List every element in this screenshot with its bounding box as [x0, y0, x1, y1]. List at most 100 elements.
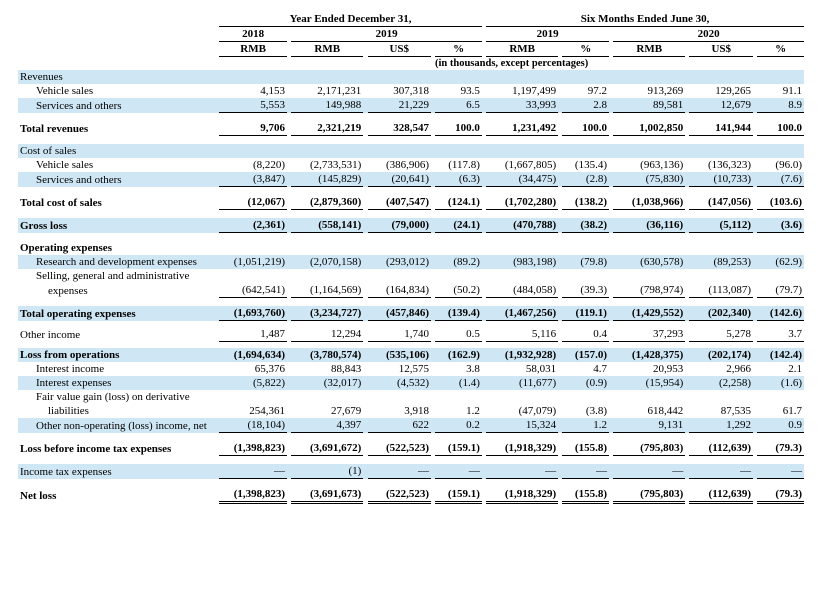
- label-services: Services and others: [18, 172, 219, 187]
- cell: 622: [368, 418, 432, 433]
- label-other-nonop: Other non-operating (loss) income, net: [18, 418, 219, 433]
- col-2018: 2018: [219, 27, 287, 42]
- cell: 0.5: [435, 327, 482, 342]
- cell: (159.1): [435, 487, 482, 503]
- cell: (89,253): [689, 255, 753, 269]
- row-spacer: [18, 136, 804, 145]
- cell: (79.3): [757, 441, 804, 456]
- row-spacer: [18, 456, 804, 465]
- header-units: RMB RMB US$ % RMB % RMB US$ %: [18, 42, 804, 57]
- row-gross-loss: Gross loss (2,361) (558,141) (79,000) (2…: [18, 218, 804, 233]
- cell: (2.8): [562, 172, 609, 187]
- cell: (1.6): [757, 376, 804, 390]
- cell: (24.1): [435, 218, 482, 233]
- row-spacer: [18, 210, 804, 219]
- cell: 2,171,231: [291, 84, 363, 98]
- unit-rmb: RMB: [613, 42, 685, 57]
- cell: 2.8: [562, 98, 609, 113]
- cell: (1,667,805): [486, 158, 558, 172]
- cell: 88,843: [291, 362, 363, 376]
- cell: (5,112): [689, 218, 753, 233]
- cell: (1,051,219): [219, 255, 287, 269]
- cell: (535,106): [368, 348, 432, 362]
- cell: (8,220): [219, 158, 287, 172]
- label-tax: Income tax expenses: [18, 464, 219, 479]
- cell: (34,475): [486, 172, 558, 187]
- label-int-exp: Interest expenses: [18, 376, 219, 390]
- cell: 328,547: [368, 121, 432, 136]
- cell: (18,104): [219, 418, 287, 433]
- cell: 4.7: [562, 362, 609, 376]
- cell: (202,340): [689, 306, 753, 321]
- cell: 12,575: [368, 362, 432, 376]
- cell: 5,116: [486, 327, 558, 342]
- cell: (470,788): [486, 218, 558, 233]
- cell: 8.9: [757, 98, 804, 113]
- label-fv: Fair value gain (loss) on derivative: [18, 390, 219, 404]
- header-caption: (in thousands, except percentages): [219, 57, 804, 71]
- unit-rmb: RMB: [291, 42, 363, 57]
- label-int-income: Interest income: [18, 362, 219, 376]
- cell: 618,442: [613, 404, 685, 418]
- cell: (3.8): [562, 404, 609, 418]
- cell: 2.1: [757, 362, 804, 376]
- row-net-loss: Net loss (1,398,823) (3,691,673) (522,52…: [18, 487, 804, 503]
- cell: (11,677): [486, 376, 558, 390]
- cell: (1,702,280): [486, 195, 558, 210]
- cell: 97.2: [562, 84, 609, 98]
- cell: 21,229: [368, 98, 432, 113]
- cell: 1.2: [562, 418, 609, 433]
- cell: (1,693,760): [219, 306, 287, 321]
- cell: (630,578): [613, 255, 685, 269]
- cell: 100.0: [562, 121, 609, 136]
- cell: (1,398,823): [219, 487, 287, 503]
- cell: (39.3): [562, 283, 609, 298]
- cell: 2,321,219: [291, 121, 363, 136]
- header-period: Year Ended December 31, Six Months Ended…: [18, 12, 804, 27]
- label-total-cos: Total cost of sales: [18, 195, 219, 210]
- cell: 1,740: [368, 327, 432, 342]
- label-other-income: Other income: [18, 327, 219, 342]
- cell: (15,954): [613, 376, 685, 390]
- unit-rmb: RMB: [486, 42, 558, 57]
- cell: (5,822): [219, 376, 287, 390]
- cell: 9,131: [613, 418, 685, 433]
- cell: (2,258): [689, 376, 753, 390]
- cell: (1,467,256): [486, 306, 558, 321]
- cell: (142.4): [757, 348, 804, 362]
- cell: 2,966: [689, 362, 753, 376]
- cell: (135.4): [562, 158, 609, 172]
- cell: 0.9: [757, 418, 804, 433]
- cell: 33,993: [486, 98, 558, 113]
- label-total-rev: Total revenues: [18, 121, 219, 136]
- row-spacer: [18, 433, 804, 442]
- cell: 129,265: [689, 84, 753, 98]
- unit-pct: %: [757, 42, 804, 57]
- row-fv-1: Fair value gain (loss) on derivative: [18, 390, 804, 404]
- cell: (1,694,634): [219, 348, 287, 362]
- label-vehicle-sales: Vehicle sales: [18, 158, 219, 172]
- unit-pct: %: [435, 42, 482, 57]
- cell: (164,834): [368, 283, 432, 298]
- cell: 100.0: [435, 121, 482, 136]
- cell: (4,532): [368, 376, 432, 390]
- cell: 0.4: [562, 327, 609, 342]
- cell: —: [486, 464, 558, 479]
- label-sga: Selling, general and administrative: [18, 269, 219, 283]
- cell: 1.2: [435, 404, 482, 418]
- cell: (142.6): [757, 306, 804, 321]
- cell: (795,803): [613, 441, 685, 456]
- cell: (407,547): [368, 195, 432, 210]
- cell: (79.8): [562, 255, 609, 269]
- cell: 91.1: [757, 84, 804, 98]
- cell: —: [757, 464, 804, 479]
- cell: (3,691,673): [291, 487, 363, 503]
- cell: (136,323): [689, 158, 753, 172]
- cell: (2,733,531): [291, 158, 363, 172]
- row-services: Services and others 5,553 149,988 21,229…: [18, 98, 804, 113]
- cell: (1,038,966): [613, 195, 685, 210]
- cell: (983,198): [486, 255, 558, 269]
- cell: (522,523): [368, 487, 432, 503]
- period-b: Six Months Ended June 30,: [486, 12, 804, 27]
- cell: (20,641): [368, 172, 432, 187]
